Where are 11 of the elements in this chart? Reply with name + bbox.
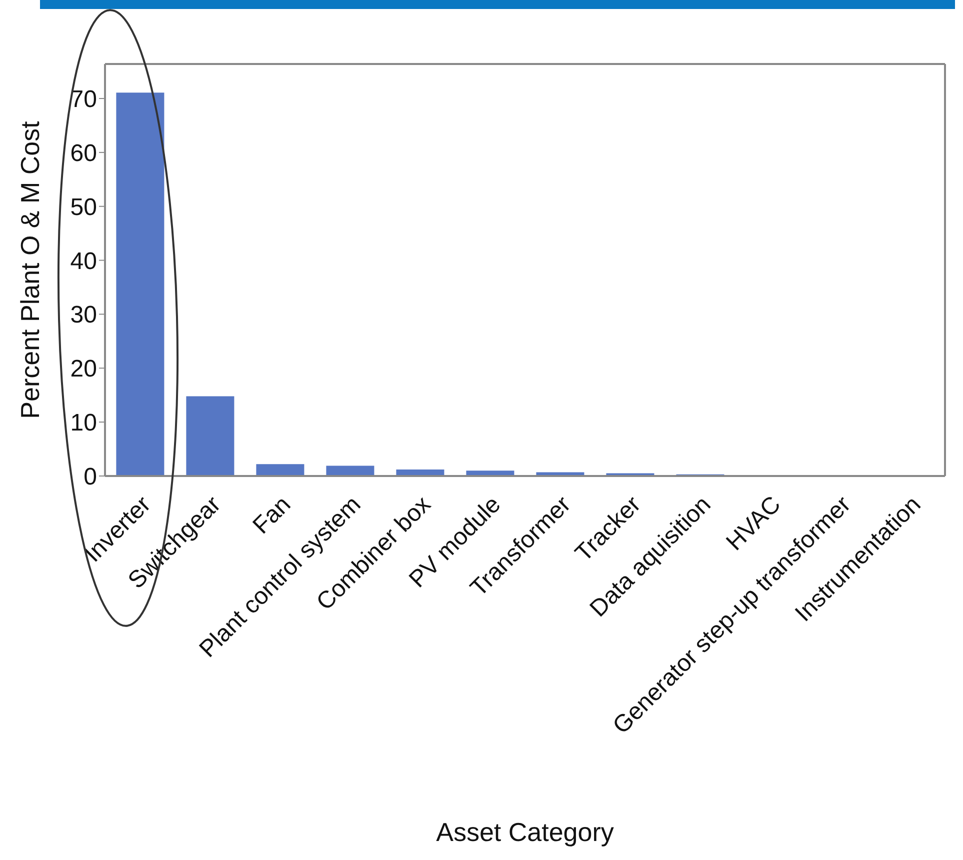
x-tick-label: Fan [248, 491, 296, 540]
y-tick-label: 70 [70, 86, 97, 114]
y-tick-label: 10 [70, 410, 97, 437]
y-axis-title: Percent Plant O & M Cost [15, 120, 46, 419]
y-tick-label: 40 [70, 248, 97, 275]
y-tick-label: 50 [70, 194, 97, 221]
y-tick-label: 20 [70, 356, 97, 383]
y-tick-label: 0 [84, 464, 97, 491]
x-axis-title: Asset Category [436, 817, 614, 847]
y-tick-label: 60 [70, 140, 97, 167]
y-tick-label: 30 [70, 302, 97, 329]
